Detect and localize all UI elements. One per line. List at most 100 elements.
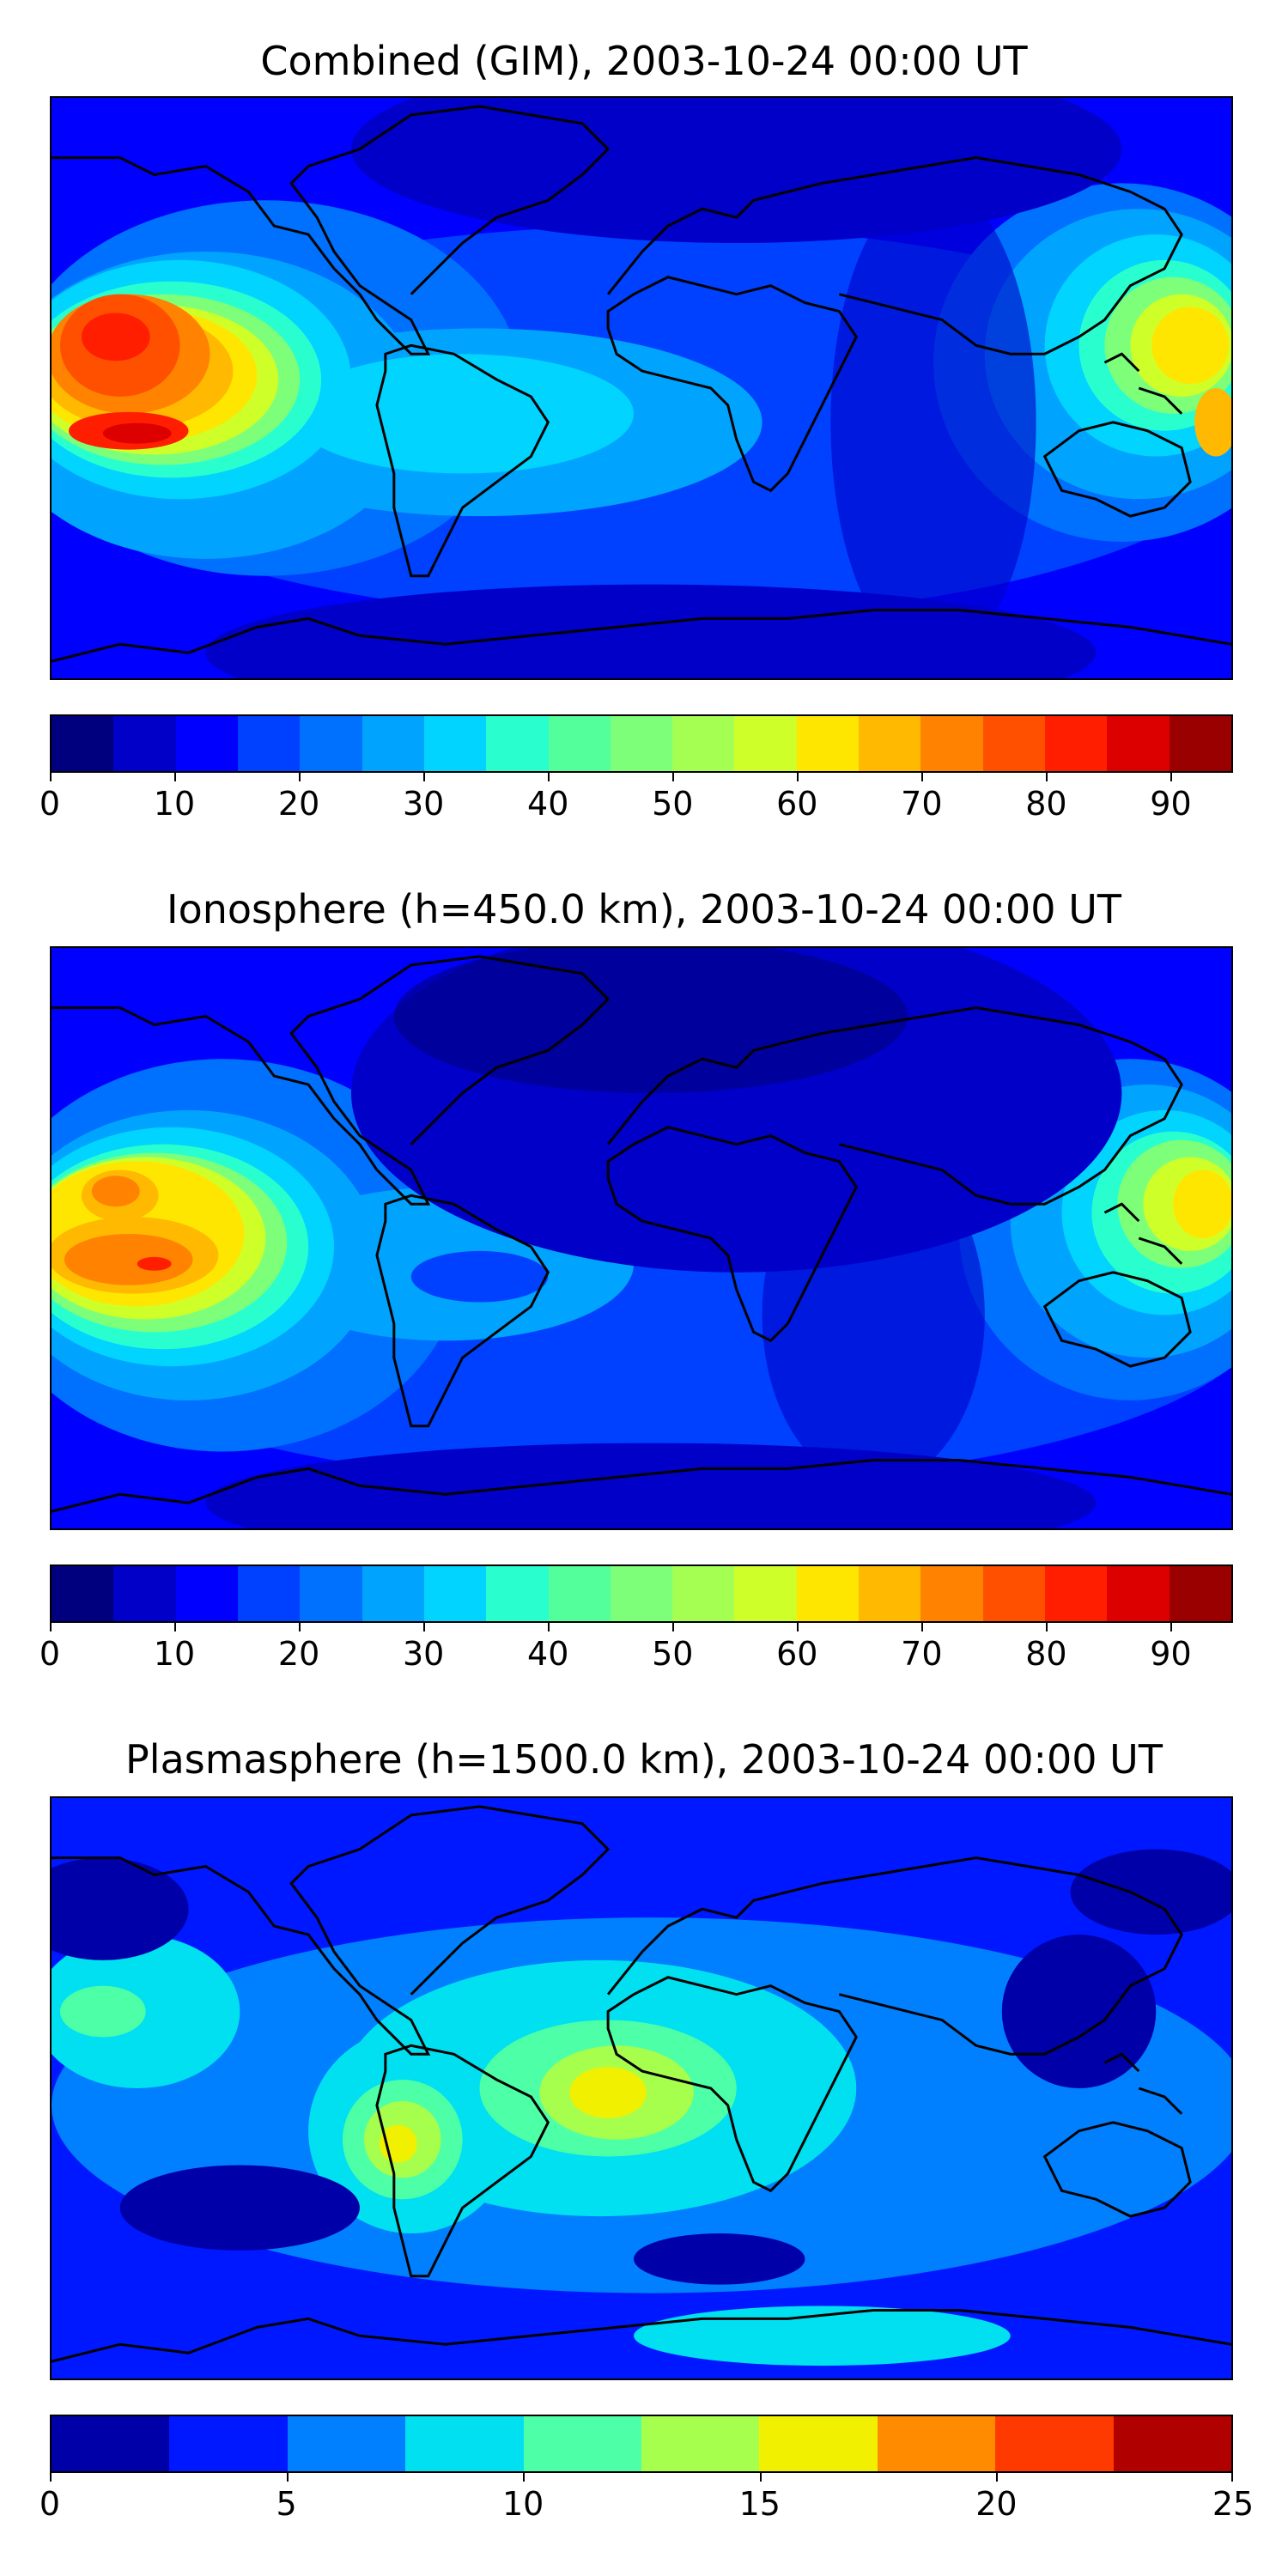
colorbar-tick [1170, 773, 1173, 781]
colorbar-swatch [175, 1566, 238, 1621]
colorbar-tick-label: 20 [277, 785, 320, 823]
colorbar-swatch [796, 1566, 860, 1621]
colorbar-tick-label: 50 [652, 1635, 694, 1673]
colorbar-tick [548, 1623, 550, 1631]
colorbar-swatch [1113, 2416, 1232, 2471]
colorbar-tick [174, 773, 177, 781]
colorbar-swatch [1045, 716, 1108, 771]
colorbar-swatch [672, 1566, 735, 1621]
colorbar-tick [299, 773, 301, 781]
colorbar-swatch [859, 716, 921, 771]
colorbar-swatch [237, 716, 301, 771]
colorbar-swatch [361, 716, 424, 771]
colorbar-swatch [641, 2416, 760, 2471]
colorbar-swatch [169, 2416, 288, 2471]
colorbar-tick [50, 2473, 52, 2482]
colorbar-tick [50, 773, 52, 781]
colorbar-swatch [734, 716, 797, 771]
colorbar-tick-label: 10 [153, 1635, 196, 1673]
colorbar-tick-label: 0 [39, 1635, 61, 1673]
colorbar-tick-label: 0 [39, 2485, 61, 2523]
colorbar-swatch [1107, 1566, 1170, 1621]
colorbar-swatch [175, 716, 238, 771]
colorbar-swatch [859, 1566, 921, 1621]
colorbar-swatch [734, 1566, 797, 1621]
colorbar-tick [672, 1623, 675, 1631]
colorbar-tick-label: 40 [527, 1635, 569, 1673]
colorbar-swatch [486, 1566, 549, 1621]
map-title: Combined (GIM), 2003-10-24 00:00 UT [260, 38, 1028, 84]
colorbar-tick-label: 15 [738, 2485, 781, 2523]
colorbar-tick-label: 40 [527, 785, 569, 823]
colorbar [50, 714, 1233, 773]
colorbar-tick [921, 773, 924, 781]
map-title: Ionosphere (h=450.0 km), 2003-10-24 00:0… [167, 886, 1121, 933]
colorbar-tick [921, 1623, 924, 1631]
colorbar-swatch [1045, 1566, 1108, 1621]
colorbar-swatch [1169, 1566, 1231, 1621]
colorbar-tick-label: 0 [39, 785, 61, 823]
colorbar-swatch [796, 716, 860, 771]
colorbar-tick [299, 1623, 301, 1631]
colorbar-swatch [1169, 716, 1231, 771]
colorbar-tick [1046, 1623, 1048, 1631]
colorbar-swatch [237, 1566, 301, 1621]
colorbar-swatch [52, 1566, 114, 1621]
map-title: Plasmasphere (h=1500.0 km), 2003-10-24 0… [125, 1736, 1163, 1783]
colorbar-tick [423, 1623, 426, 1631]
colorbar-tick-label: 90 [1150, 785, 1192, 823]
colorbar-swatch [52, 2416, 170, 2471]
colorbar-tick-label: 20 [975, 2485, 1018, 2523]
colorbar-swatch [113, 716, 176, 771]
colorbar [50, 1564, 1233, 1623]
colorbar-swatch [423, 716, 487, 771]
colorbar-swatch [920, 716, 983, 771]
colorbar-tick [1170, 1623, 1173, 1631]
colorbar-swatch [523, 2416, 642, 2471]
colorbar-tick [286, 2473, 289, 2482]
tec-map [50, 946, 1233, 1530]
colorbar-tick-label: 60 [776, 1635, 818, 1673]
colorbar-swatch [52, 716, 114, 771]
colorbar-tick-label: 10 [502, 2485, 544, 2523]
colorbar-swatch [287, 2416, 406, 2471]
colorbar-swatch [361, 1566, 424, 1621]
colorbar-tick-label: 25 [1212, 2485, 1255, 2523]
colorbar-tick-label: 70 [901, 1635, 943, 1673]
colorbar-swatch [982, 1566, 1045, 1621]
colorbar-swatch [300, 716, 362, 771]
colorbar-swatch [610, 716, 673, 771]
colorbar-swatch [405, 2416, 524, 2471]
colorbar-tick [548, 773, 550, 781]
colorbar-tick [797, 1623, 799, 1631]
colorbar-tick [1231, 2473, 1233, 2482]
colorbar-tick-label: 20 [277, 1635, 320, 1673]
colorbar-swatch [548, 1566, 611, 1621]
tec-map [50, 96, 1233, 680]
colorbar-tick-label: 5 [276, 2485, 297, 2523]
colorbar-ticks: 0 10 20 30 40 50 60 70 80 90 [39, 773, 1233, 824]
colorbar-tick-label: 10 [153, 785, 196, 823]
colorbar-swatch [548, 716, 611, 771]
colorbar-tick-label: 30 [402, 785, 445, 823]
colorbar-tick [1046, 773, 1048, 781]
colorbar-tick-label: 90 [1150, 1635, 1192, 1673]
colorbar-swatch [610, 1566, 673, 1621]
colorbar-tick [523, 2473, 526, 2482]
colorbar-tick [672, 773, 675, 781]
colorbar-tick-label: 50 [652, 785, 694, 823]
colorbar-tick [797, 773, 799, 781]
colorbar-swatch [920, 1566, 983, 1621]
colorbar-swatch [300, 1566, 362, 1621]
colorbar-swatch [486, 716, 549, 771]
colorbar-swatch [877, 2416, 996, 2471]
colorbar-tick-label: 30 [402, 1635, 445, 1673]
colorbar-tick [50, 1623, 52, 1631]
colorbar-tick [174, 1623, 177, 1631]
colorbar-tick [996, 2473, 999, 2482]
colorbar [50, 2415, 1233, 2473]
colorbar-swatch [423, 1566, 487, 1621]
colorbar-swatch [759, 2416, 878, 2471]
tec-map [50, 1796, 1233, 2380]
colorbar-swatch [1107, 716, 1170, 771]
